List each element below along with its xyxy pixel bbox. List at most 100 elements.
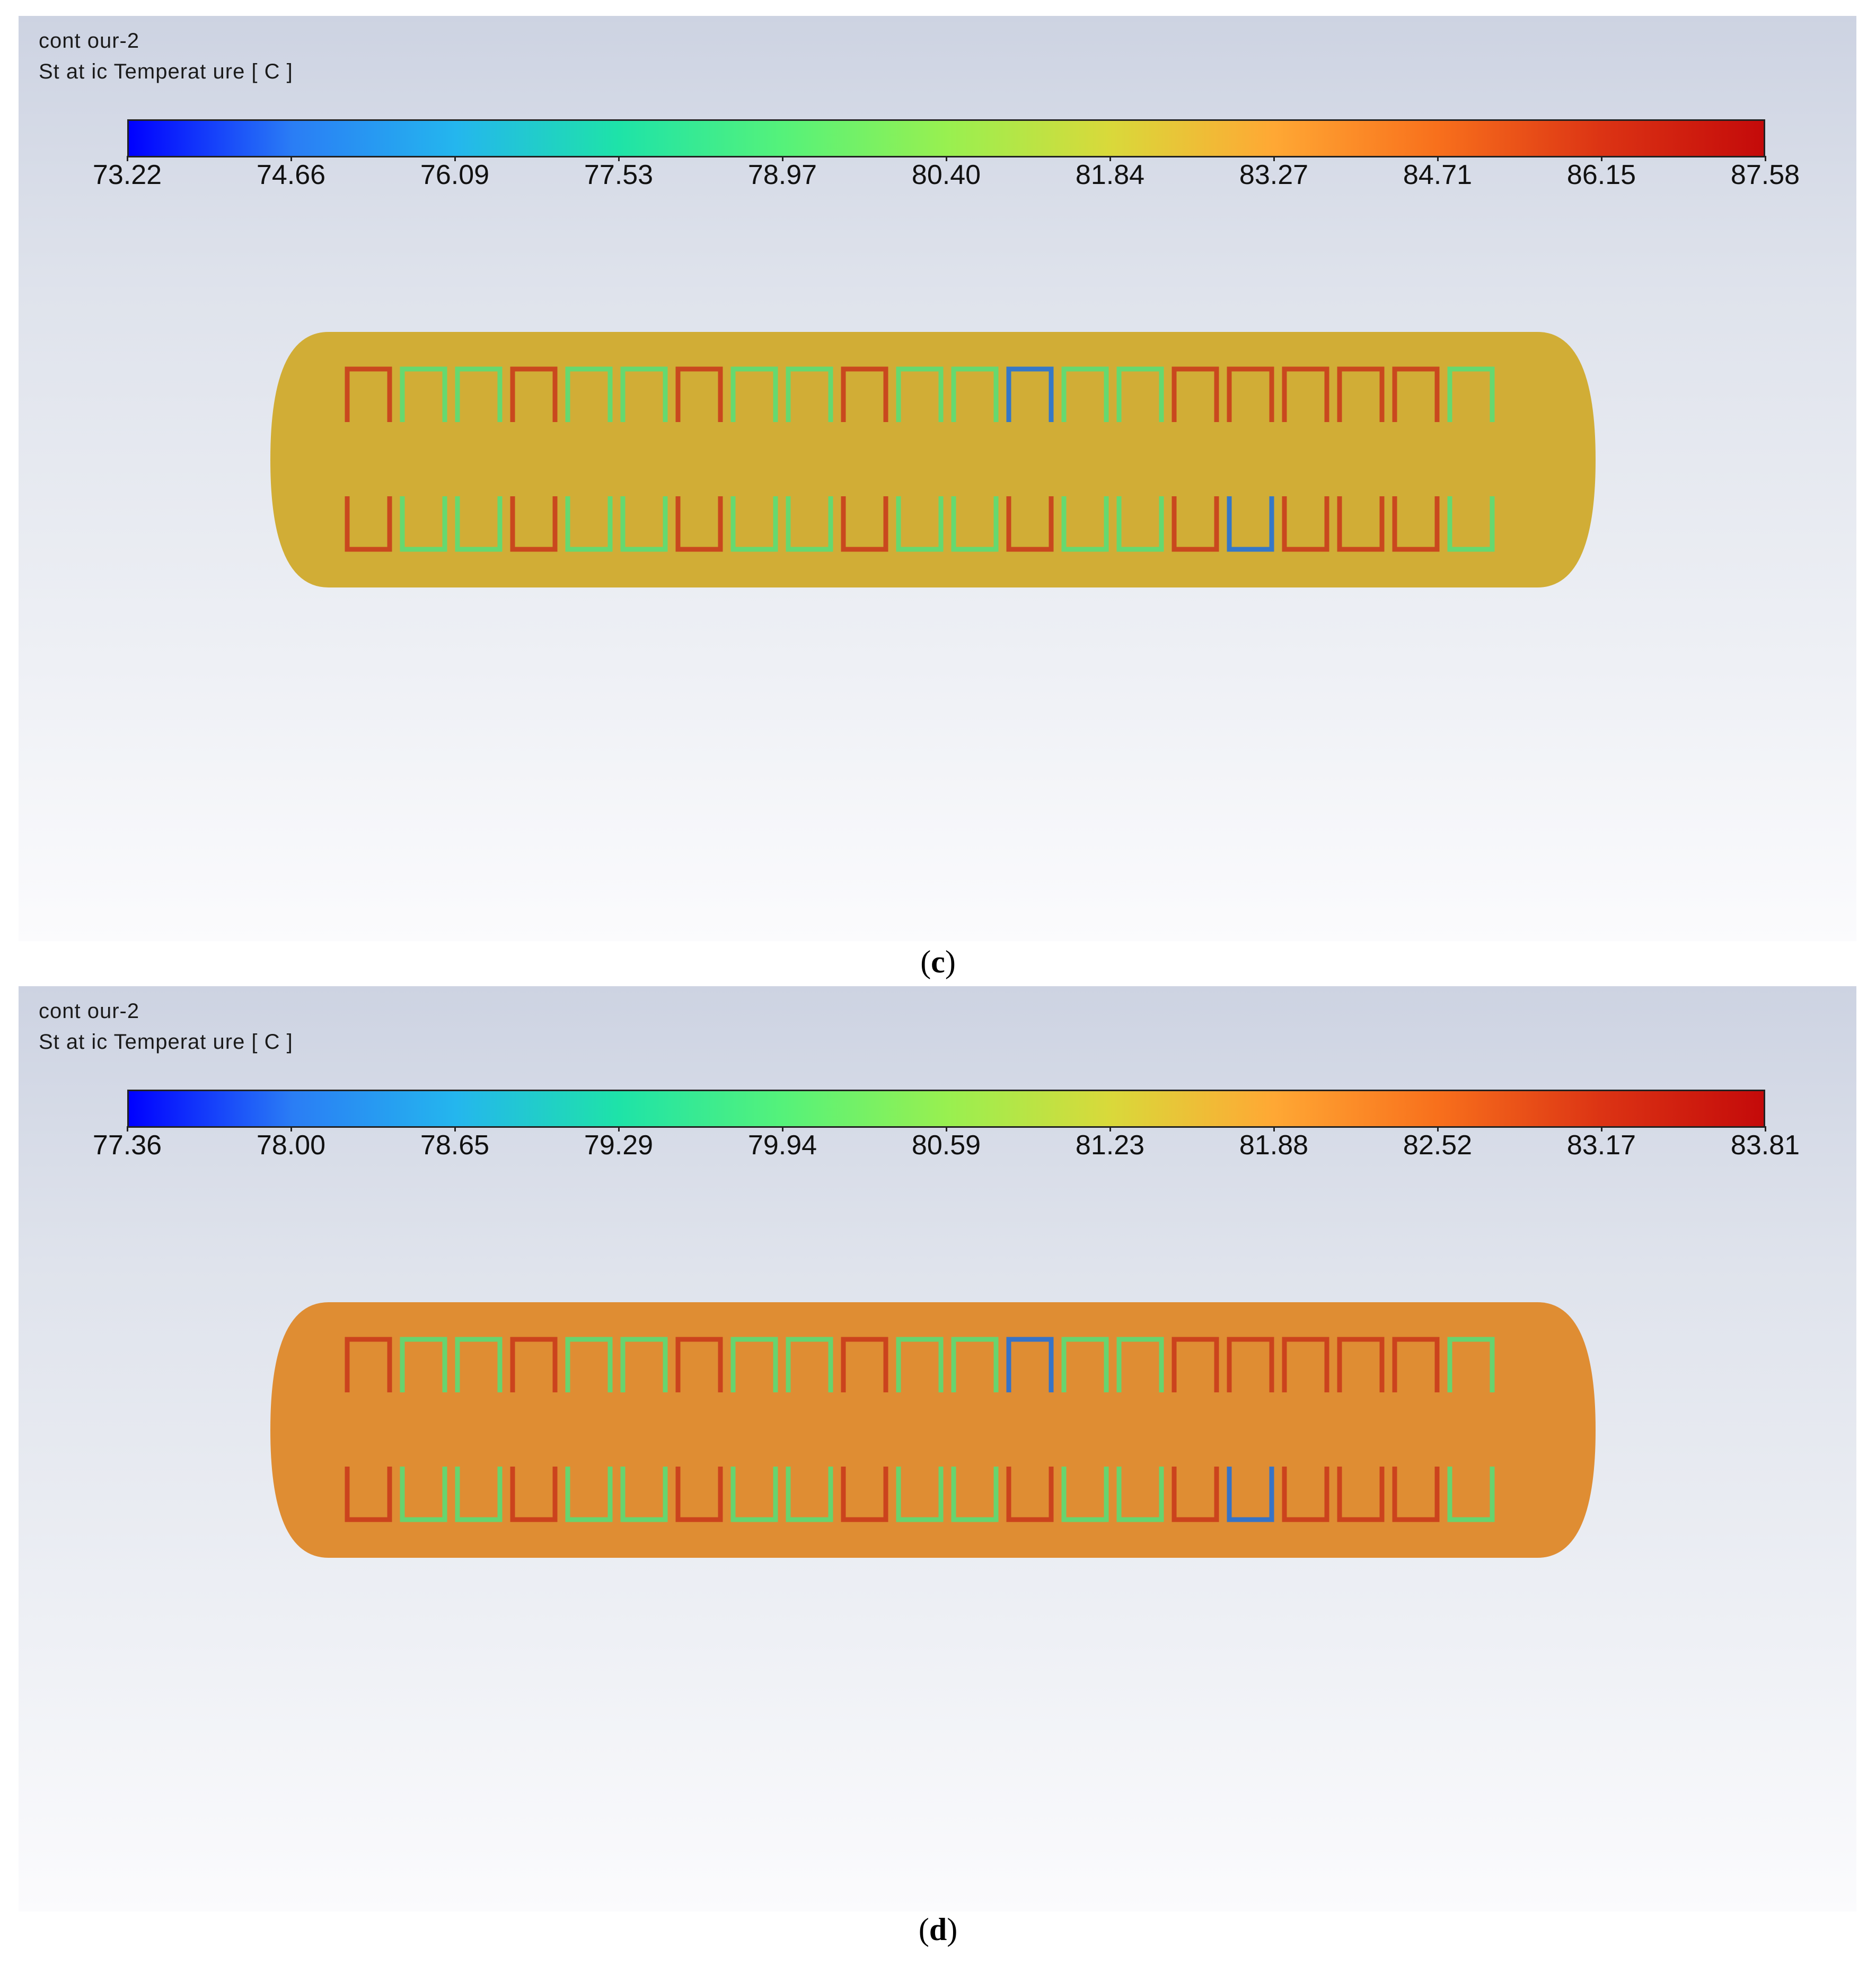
lower-channel (1061, 1467, 1109, 1522)
lower-channel (1392, 496, 1440, 552)
lower-channel (841, 496, 888, 552)
upper-channel (345, 366, 392, 422)
colorbar-tick-mark (127, 156, 128, 161)
lower-channel (1006, 1467, 1054, 1522)
upper-channel (1061, 366, 1109, 422)
colorbar-tick-mark (618, 1126, 620, 1131)
colorbar-tick-label: 86.15 (1566, 160, 1636, 190)
colorbar-tick-mark (618, 156, 620, 161)
upper-channel (896, 366, 944, 422)
contour-name: cont our-2 (39, 29, 140, 52)
colorbar-tick-label: 77.53 (584, 160, 654, 190)
lower-channel (345, 496, 392, 552)
colorbar-tick-mark (1437, 1126, 1439, 1131)
lower-channel (1447, 496, 1495, 552)
upper-channel (510, 366, 558, 422)
upper-channel (1172, 366, 1219, 422)
variable-label: St at ic Temperat ure [ C ] (39, 1030, 293, 1054)
colorbar-tick-label: 78.97 (747, 160, 817, 190)
colorbar-ticks: 73.22 74.66 76.09 77.53 78.97 80.40 81.84 83.27… (93, 156, 1800, 196)
lower-channel (1227, 496, 1274, 552)
upper-channel (730, 366, 778, 422)
upper-channel (1337, 1337, 1385, 1392)
colorbar-tick-mark (290, 156, 292, 161)
upper-channel (1392, 1337, 1440, 1392)
upper-channel (1282, 366, 1329, 422)
colorbar-tick-mark (1765, 156, 1766, 161)
colorbar-tick-label: 81.84 (1075, 160, 1145, 190)
upper-channel (1227, 1337, 1274, 1392)
caption-open: ( (920, 944, 931, 979)
colorbar-tick-label: 78.00 (256, 1130, 326, 1161)
colorbar-tick-label: 80.40 (911, 160, 981, 190)
upper-channel (455, 1337, 503, 1392)
colorbar-tick-mark (1109, 1126, 1111, 1131)
colorbar-tick-label: 87.58 (1730, 160, 1800, 190)
colorbar-tick-label: 77.36 (92, 1130, 162, 1161)
upper-channel (1006, 366, 1054, 422)
upper-channel (400, 366, 447, 422)
lower-channel (1172, 1467, 1219, 1522)
upper-channel (455, 366, 503, 422)
lower-channel (1006, 496, 1054, 552)
colorbar-tick-mark (1273, 1126, 1275, 1131)
lower-channel (565, 496, 613, 552)
upper-channel (951, 1337, 999, 1392)
lower-channel (1337, 496, 1385, 552)
upper-channel (345, 1337, 392, 1392)
lower-channel (455, 496, 503, 552)
lower-channel (951, 496, 999, 552)
lower-channel (510, 1467, 558, 1522)
lower-channel (1116, 496, 1164, 552)
colorbar-tick-mark (454, 1126, 456, 1131)
lower-channel (896, 1467, 944, 1522)
heat-exchanger-contour (270, 332, 1596, 587)
heat-exchanger-contour (270, 1302, 1596, 1558)
colorbar-tick-label: 78.65 (420, 1130, 490, 1161)
colorbar-tick-mark (1765, 1126, 1766, 1131)
upper-channel (675, 366, 723, 422)
lower-channel (510, 496, 558, 552)
upper-channel (1116, 1337, 1164, 1392)
colorbar-tick-label: 79.29 (584, 1130, 654, 1161)
exchanger-body (270, 332, 1596, 587)
colorbar-tick-mark (127, 1126, 128, 1131)
exchanger-body (270, 1302, 1596, 1558)
lower-channel (565, 1467, 613, 1522)
upper-channel (400, 1337, 447, 1392)
lower-channel (1282, 1467, 1329, 1522)
upper-channel (841, 366, 888, 422)
colorbar-tick-mark (1601, 156, 1602, 161)
upper-channel (620, 1337, 668, 1392)
lower-channel (675, 1467, 723, 1522)
colorbar-tick-mark (1601, 1126, 1602, 1131)
colorbar-tick-mark (454, 156, 456, 161)
lower-channel (1061, 496, 1109, 552)
colorbar-tick-label: 76.09 (420, 160, 490, 190)
caption-d: (d) (0, 1911, 1876, 1948)
lower-channel (730, 496, 778, 552)
lower-channel (951, 1467, 999, 1522)
caption-close: ) (945, 944, 956, 979)
colorbar-tick-mark (946, 156, 947, 161)
lower-channel (786, 1467, 833, 1522)
lower-channel (400, 496, 447, 552)
colorbar-tick-label: 81.23 (1075, 1130, 1145, 1161)
caption-open: ( (918, 1912, 929, 1947)
upper-channel (1447, 366, 1495, 422)
lower-channel (455, 1467, 503, 1522)
lower-channel (1337, 1467, 1385, 1522)
colorbar-tick-label: 79.94 (747, 1130, 817, 1161)
upper-channel (951, 366, 999, 422)
colorbar-tick-mark (946, 1126, 947, 1131)
caption-letter: c (931, 944, 945, 979)
caption-c: (c) (0, 944, 1876, 980)
upper-channel (565, 1337, 613, 1392)
lower-channel (786, 496, 833, 552)
lower-channel (841, 1467, 888, 1522)
upper-channel (786, 1337, 833, 1392)
colorbar-tick-mark (1437, 156, 1439, 161)
colorbar-tick-label: 82.52 (1403, 1130, 1473, 1161)
lower-channel (1392, 1467, 1440, 1522)
colorbar (127, 1090, 1765, 1128)
